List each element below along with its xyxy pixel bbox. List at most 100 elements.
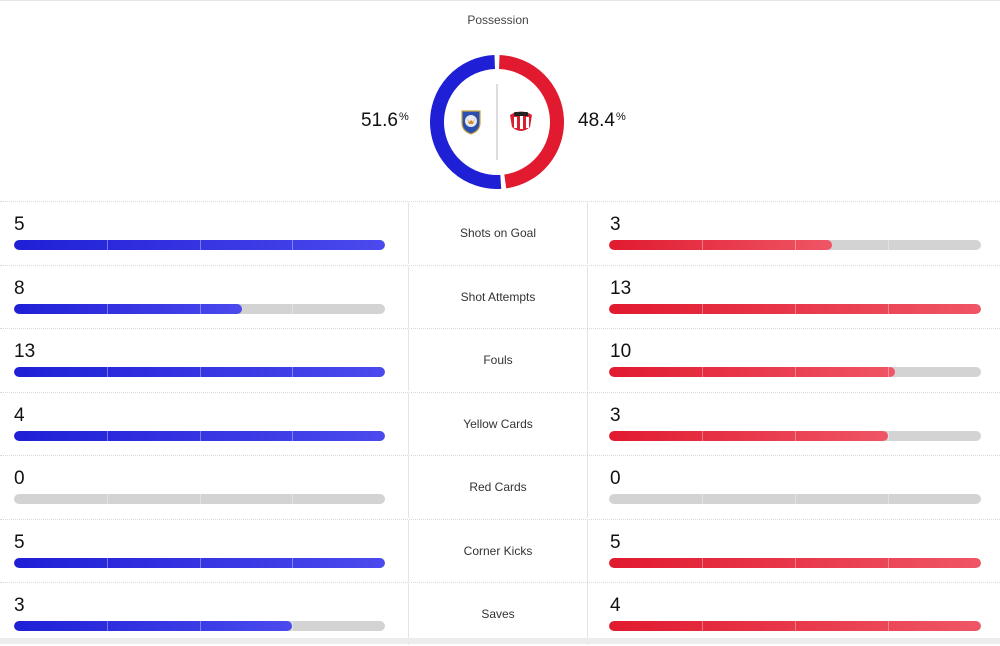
home-stat-bar bbox=[14, 367, 385, 377]
bar-segment-tick bbox=[795, 621, 796, 631]
away-possession-value: 48.4 bbox=[578, 110, 615, 131]
away-stat-bar bbox=[609, 430, 981, 441]
black-cats-crest-icon bbox=[510, 111, 532, 131]
home-stat-value: 3 bbox=[14, 595, 25, 616]
stat-label: Fouls bbox=[408, 329, 588, 391]
stat-row: 5 Corner Kicks 5 bbox=[0, 518, 1000, 583]
stats-table: 5 Shots on Goal 3 8 Shot Attempts 13 13 Fouls 10… bbox=[0, 201, 1000, 646]
bar-segment-tick bbox=[702, 621, 703, 631]
fox-crest-icon bbox=[461, 110, 481, 135]
bar-segment-tick bbox=[702, 303, 703, 314]
home-stat-value: 5 bbox=[14, 214, 25, 235]
away-stat-value: 3 bbox=[610, 214, 621, 235]
bar-segment-tick bbox=[795, 240, 796, 250]
bar-segment-tick bbox=[888, 367, 889, 377]
stat-row: 5 Shots on Goal 3 bbox=[0, 201, 1000, 265]
bar-segment-tick bbox=[106, 240, 108, 250]
bottom-divider bbox=[0, 638, 1000, 644]
away-possession-arc bbox=[498, 55, 564, 189]
bar-segment-tick bbox=[106, 367, 108, 377]
bar-segment-tick bbox=[795, 430, 796, 441]
bar-segment-tick bbox=[888, 494, 889, 504]
bar-segment-tick bbox=[106, 494, 108, 504]
away-stat-bar-fill bbox=[609, 240, 833, 250]
away-stat-value: 13 bbox=[610, 277, 632, 299]
home-stat-value: 5 bbox=[14, 531, 25, 553]
home-stat-value: 4 bbox=[14, 404, 25, 426]
bar-segment-tick bbox=[292, 303, 294, 314]
bar-segment-tick bbox=[199, 367, 201, 377]
bar-segment-tick bbox=[888, 557, 889, 568]
stat-label: Saves bbox=[408, 583, 588, 645]
away-stat-value: 5 bbox=[610, 531, 621, 553]
away-possession: 48.4% bbox=[578, 110, 626, 132]
stat-label: Yellow Cards bbox=[408, 392, 588, 455]
bar-segment-tick bbox=[702, 240, 703, 250]
away-stat-bar bbox=[609, 240, 981, 250]
home-possession-unit: % bbox=[398, 111, 409, 123]
top-divider bbox=[0, 0, 1000, 1]
possession-title: Possession bbox=[467, 13, 529, 27]
bar-segment-tick bbox=[795, 367, 796, 377]
home-stat-bar bbox=[14, 557, 385, 568]
away-stat-bar bbox=[609, 494, 981, 504]
bar-segment-tick bbox=[702, 557, 703, 568]
bar-segment-tick bbox=[292, 240, 294, 250]
bar-segment-tick bbox=[795, 303, 796, 314]
away-stat-value: 10 bbox=[610, 341, 632, 362]
stat-row: 3 Saves 4 bbox=[0, 582, 1000, 646]
bar-segment-tick bbox=[292, 367, 294, 377]
home-possession-value: 51.6 bbox=[361, 110, 398, 131]
bar-segment-tick bbox=[199, 430, 201, 441]
bar-segment-tick bbox=[888, 430, 889, 441]
bar-segment-tick bbox=[199, 240, 201, 250]
bar-segment-tick bbox=[292, 430, 294, 441]
home-stat-bar-fill bbox=[14, 303, 243, 314]
home-stat-value: 8 bbox=[14, 277, 25, 299]
home-possession-arc bbox=[430, 55, 502, 189]
home-stat-bar-fill bbox=[14, 621, 293, 631]
home-stat-bar bbox=[14, 621, 385, 631]
away-stat-bar bbox=[609, 621, 981, 631]
stat-row: 4 Yellow Cards 3 bbox=[0, 391, 1000, 456]
away-stat-bar-fill bbox=[609, 430, 888, 441]
bar-segment-tick bbox=[888, 303, 889, 314]
bar-segment-tick bbox=[292, 621, 294, 631]
home-stat-bar bbox=[14, 303, 385, 314]
bar-segment-tick bbox=[795, 557, 796, 568]
stat-label: Shots on Goal bbox=[408, 202, 588, 264]
away-possession-unit: % bbox=[615, 111, 626, 123]
away-stat-bar-fill bbox=[609, 557, 981, 568]
bar-segment-tick bbox=[702, 494, 703, 504]
stat-row: 0 Red Cards 0 bbox=[0, 455, 1000, 519]
bar-segment-tick bbox=[106, 621, 108, 631]
bar-segment-tick bbox=[795, 494, 796, 504]
stat-label: Red Cards bbox=[408, 456, 588, 518]
home-stat-bar-fill bbox=[14, 367, 385, 377]
stat-row: 8 Shot Attempts 13 bbox=[0, 264, 1000, 329]
bar-segment-tick bbox=[199, 621, 201, 631]
away-stat-bar bbox=[609, 557, 981, 568]
home-stat-bar bbox=[14, 494, 385, 504]
bar-segment-tick bbox=[199, 557, 201, 568]
home-stat-value: 13 bbox=[14, 341, 36, 362]
home-stat-bar-fill bbox=[14, 240, 385, 250]
bar-segment-tick bbox=[888, 240, 889, 250]
home-stat-bar bbox=[14, 430, 385, 441]
bar-segment-tick bbox=[106, 430, 108, 441]
possession-donut bbox=[430, 55, 564, 189]
bar-segment-tick bbox=[106, 303, 108, 314]
bar-segment-tick bbox=[199, 494, 201, 504]
bar-segment-tick bbox=[106, 557, 108, 568]
bar-segment-tick bbox=[888, 621, 889, 631]
home-possession: 51.6% bbox=[361, 110, 409, 132]
away-stat-value: 0 bbox=[610, 468, 621, 489]
bar-segment-tick bbox=[702, 430, 703, 441]
away-stat-bar-fill bbox=[609, 367, 896, 377]
home-stat-bar-fill bbox=[14, 557, 385, 568]
home-stat-bar bbox=[14, 240, 385, 250]
away-stat-bar-fill bbox=[609, 303, 981, 314]
bar-segment-tick bbox=[292, 494, 294, 504]
away-stat-bar-fill bbox=[609, 621, 981, 631]
stat-label: Shot Attempts bbox=[408, 265, 588, 328]
